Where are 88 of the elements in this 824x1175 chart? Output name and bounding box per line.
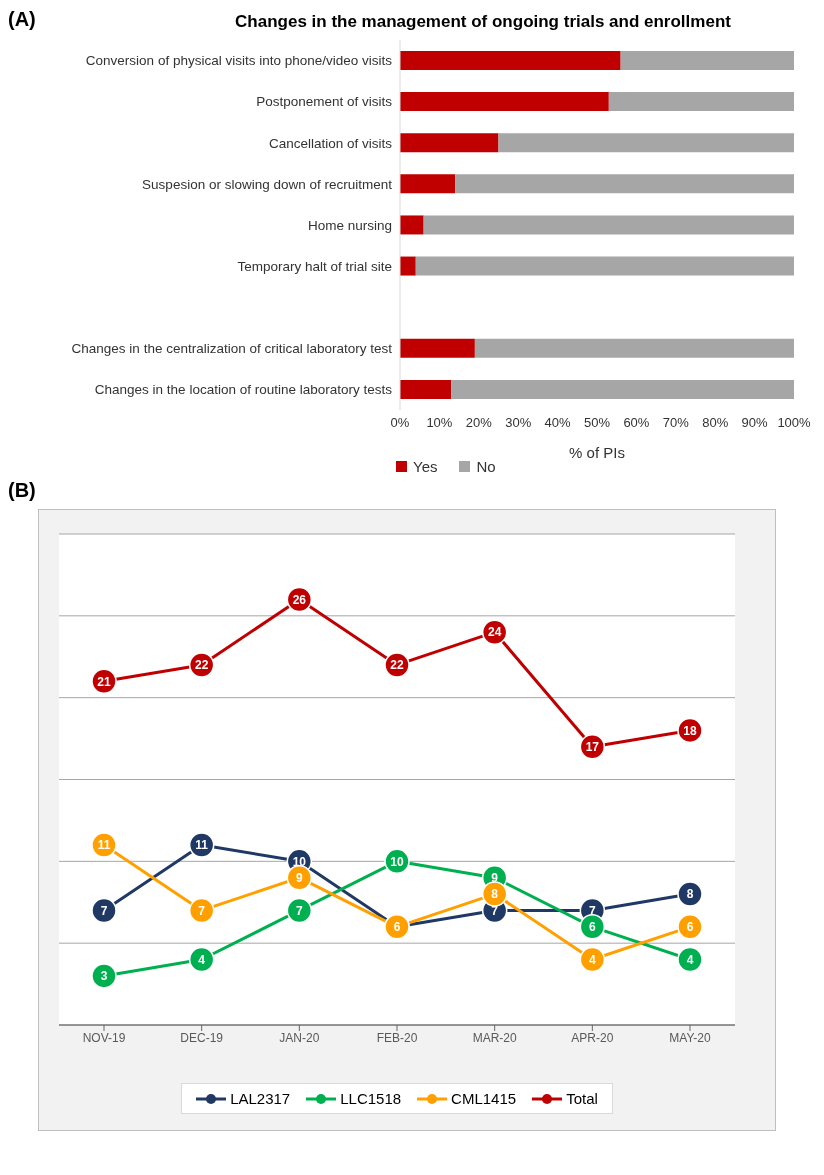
x-axis-title: % of PIs: [569, 444, 625, 461]
y-tick-label: Suspesion or slowing down of recruitment: [142, 176, 393, 192]
x-tick-label: 30%: [505, 415, 532, 431]
bar: [400, 174, 456, 194]
point: [91, 963, 117, 989]
bar: [415, 256, 794, 276]
point: [188, 946, 215, 973]
bar: [400, 51, 621, 70]
data-label: 22: [390, 658, 404, 673]
x-tick-label: 20%: [465, 415, 493, 431]
data-label: 24: [487, 625, 502, 640]
bar: [498, 133, 794, 153]
y-tick-label: Cancellation of visits: [268, 135, 393, 151]
point: [677, 914, 703, 940]
data-label: 7: [588, 903, 596, 918]
data-label: 3: [100, 969, 108, 984]
bar: [474, 338, 794, 358]
x-tick-label: 90%: [741, 415, 769, 431]
bar: [451, 379, 794, 399]
bar: [455, 174, 794, 194]
data-label: 6: [588, 920, 596, 935]
x-tick-label: 70%: [662, 415, 690, 431]
bar: [400, 215, 424, 235]
text: (A): [8, 8, 36, 30]
point: [286, 897, 313, 924]
data-label: 8: [491, 887, 499, 902]
x-tick-label: 10%: [426, 415, 453, 431]
data-label: 18: [683, 723, 697, 738]
y-tick-label: Changes in the centralization of critical laboratory test: [71, 341, 393, 357]
legend-label: Total: [565, 1090, 598, 1107]
y-tick-label: Changes in the location of routine laboratory tests: [94, 382, 393, 398]
x-tick-label: APR-20: [571, 1030, 614, 1045]
legend-label: Yes: [412, 458, 438, 475]
data-label: 17: [585, 740, 600, 755]
x-tick-label: JAN-20: [279, 1030, 320, 1045]
y-tick-label: Postponement of visits: [256, 94, 393, 110]
data-label: 11: [97, 838, 111, 853]
data-label: 9: [295, 870, 303, 885]
x-tick-label: 80%: [702, 415, 729, 431]
y-tick-label: Home nursing: [307, 217, 392, 233]
data-label: 7: [198, 903, 206, 918]
y-tick-label: Temporary halt of trial site: [237, 258, 392, 274]
x-tick-label: 100%: [777, 415, 812, 431]
x-tick-label: 0%: [390, 415, 410, 431]
x-tick-label: NOV-19: [82, 1030, 126, 1045]
legend-label: CML1415: [450, 1090, 517, 1107]
legend-label: No: [475, 458, 496, 475]
x-tick-label: DEC-19: [180, 1030, 224, 1045]
data-label: 6: [393, 920, 401, 935]
y-tick-label: Conversion of physical visits into phone/video visits: [85, 53, 393, 69]
bar: [620, 51, 794, 70]
data-label: 10: [292, 854, 307, 869]
bar: [400, 133, 499, 153]
legend-label: LLC1518: [339, 1090, 402, 1107]
data-label: 26: [292, 592, 307, 607]
point: [677, 881, 703, 907]
data-label: 22: [194, 658, 209, 673]
data-label: 8: [686, 887, 694, 902]
x-tick-label: FEB-20: [376, 1030, 418, 1045]
x-tick-label: 40%: [544, 415, 572, 431]
text: (B): [8, 479, 37, 503]
x-tick-label: 60%: [623, 415, 650, 431]
data-label: 9: [491, 870, 499, 885]
bar: [400, 256, 416, 276]
chart-title: Changes in the management of ongoing trials and enrollment: [234, 12, 732, 32]
point: [91, 897, 117, 924]
data-label: 4: [686, 952, 694, 967]
point: [677, 946, 703, 973]
legend-label: LAL2317: [229, 1090, 291, 1107]
data-label: 11: [195, 838, 209, 853]
x-tick-label: MAY-20: [669, 1030, 711, 1045]
x-tick-label: MAR-20: [472, 1030, 517, 1045]
bar: [400, 338, 475, 358]
data-label: 4: [588, 952, 596, 967]
data-label: 7: [100, 903, 108, 918]
data-label: 7: [295, 903, 303, 918]
data-label: 21: [97, 674, 111, 689]
x-tick-label: 50%: [583, 415, 611, 431]
data-label: 6: [686, 920, 694, 935]
bar: [423, 215, 794, 235]
bar: [400, 92, 609, 112]
point: [188, 897, 215, 924]
data-label: 10: [390, 854, 404, 869]
data-label: 4: [198, 952, 206, 967]
bar: [608, 92, 794, 112]
bar: [400, 379, 452, 399]
data-label: 7: [491, 903, 499, 918]
point: [579, 946, 606, 973]
